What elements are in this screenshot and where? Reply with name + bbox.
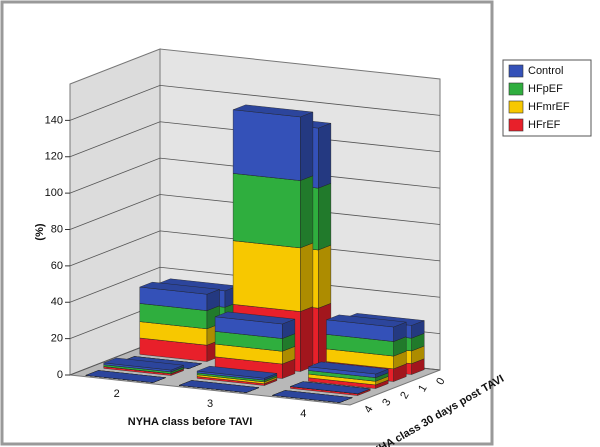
legend-swatch	[508, 64, 524, 78]
y-tick-label: 100	[45, 187, 63, 199]
depth-tick-label: 3	[380, 397, 393, 408]
bar-side	[318, 122, 332, 189]
legend-swatch	[508, 100, 524, 114]
depth-tick-label: 2	[398, 390, 411, 401]
grid-line	[69, 230, 441, 267]
bar-side	[318, 182, 332, 251]
bar-top	[215, 311, 295, 325]
grid-line	[69, 121, 441, 158]
bar-side	[300, 306, 314, 372]
bar-front	[232, 240, 301, 312]
y-tick-label: 20	[51, 333, 63, 345]
depth-tick-label: 1	[416, 383, 429, 394]
y-tick-label: 40	[51, 296, 63, 308]
y-tick-label: 120	[45, 151, 63, 163]
x-tick-label: 2	[114, 388, 120, 400]
bar-segment	[326, 314, 407, 342]
grid-line	[69, 266, 441, 303]
bar-side	[318, 244, 332, 309]
bar-top	[85, 370, 166, 383]
bar-segment	[308, 361, 389, 378]
y-axis-title: (%)	[34, 223, 46, 240]
bar-segment	[232, 104, 314, 181]
bar-segment	[290, 381, 371, 394]
grid-line	[69, 194, 441, 230]
bar-front	[232, 109, 301, 181]
y-tick-label: 0	[57, 369, 63, 381]
bar-segment	[85, 370, 166, 383]
depth-tick-label: 4	[362, 404, 375, 415]
depth-tick-label: 0	[434, 376, 447, 387]
bar-side	[300, 175, 314, 249]
bar-top	[290, 381, 371, 394]
bar-segment	[196, 365, 278, 381]
bar-side	[300, 111, 314, 181]
bar-segment	[103, 357, 184, 373]
grid-line	[69, 84, 441, 121]
bar-top	[326, 314, 407, 328]
bar-top	[103, 357, 184, 371]
bar-front	[232, 173, 301, 249]
y-tick-label: 80	[51, 223, 63, 235]
bar-top	[272, 390, 353, 403]
bar-segment	[272, 390, 353, 403]
legend: Control HFpEF HFmrEF HFrEF	[508, 64, 570, 132]
bar-top	[233, 104, 313, 118]
bar-segment	[214, 311, 296, 339]
x-axis-title: NYHA class before TAVI	[128, 416, 253, 428]
legend-label: HFrEF	[528, 119, 561, 131]
bar-top	[308, 361, 389, 375]
legend-label: HFmrEF	[528, 101, 570, 113]
grid-line	[69, 157, 441, 194]
bar-segment	[139, 281, 220, 311]
bar-top	[197, 365, 277, 379]
x-tick-label: 3	[207, 398, 213, 410]
legend-label: Control	[528, 65, 563, 77]
x-tick-label: 4	[300, 408, 306, 420]
y-tick-label: 140	[45, 114, 63, 126]
bar-side	[300, 242, 314, 312]
y-tick-label: 60	[51, 260, 63, 272]
bar-top	[139, 281, 220, 295]
legend-swatch	[508, 82, 524, 96]
bar-segment	[179, 380, 259, 393]
legend-swatch	[508, 118, 524, 132]
legend-label: HFpEF	[528, 83, 563, 95]
bar-top	[179, 380, 259, 393]
